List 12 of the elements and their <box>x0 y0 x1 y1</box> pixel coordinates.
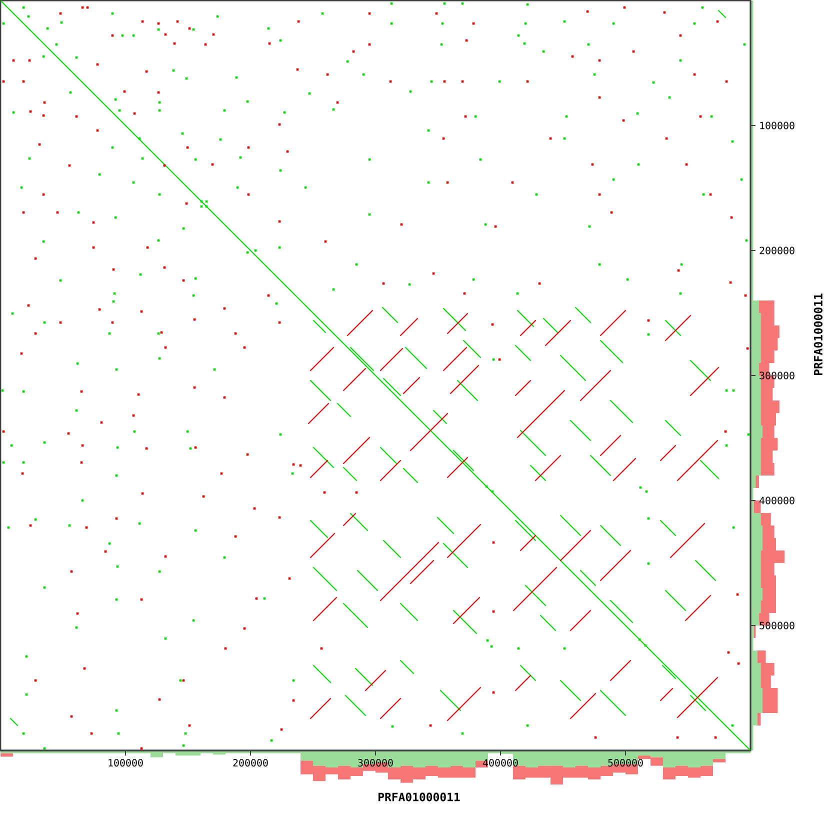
y-tick-label: 200000 <box>760 246 794 254</box>
x-tick-label: 300000 <box>358 759 393 767</box>
y-axis-title: PRFA01000011 <box>814 294 823 375</box>
x-tick-label: 100000 <box>108 759 143 767</box>
y-tick-label: 100000 <box>760 122 794 130</box>
y-tick-label: 400000 <box>760 496 794 504</box>
y-tick-label: 500000 <box>760 622 794 630</box>
x-tick-label: 500000 <box>608 759 643 767</box>
x-tick-label: 200000 <box>233 759 268 767</box>
y-tick-label: 300000 <box>760 372 794 380</box>
x-tick-label: 400000 <box>483 759 518 767</box>
x-axis-title: PRFA01000011 <box>378 792 460 802</box>
